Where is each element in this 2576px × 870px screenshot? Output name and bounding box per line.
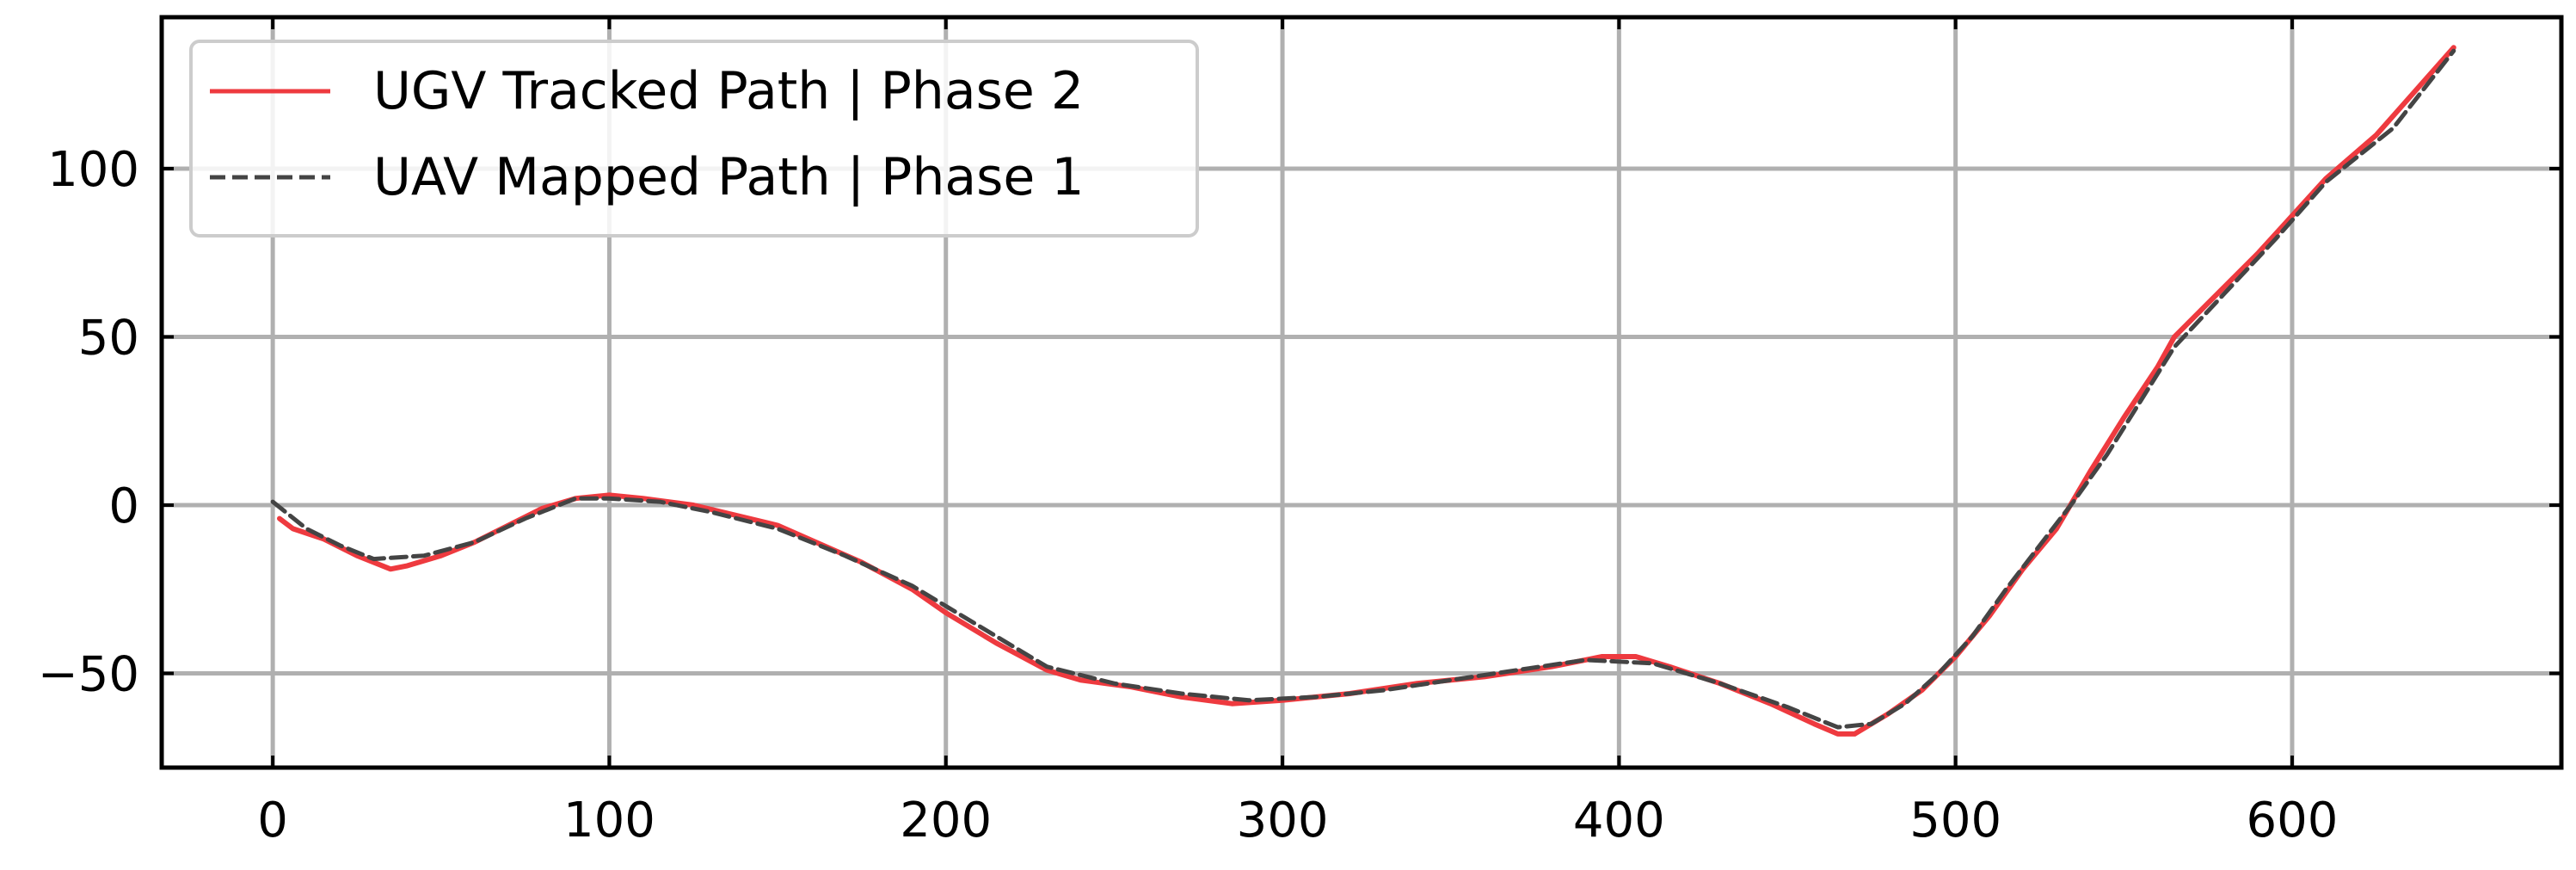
x-tick-label: 100	[563, 793, 655, 848]
legend-box	[189, 40, 1199, 238]
x-tick-label: 200	[900, 793, 992, 848]
series-lines	[270, 45, 2456, 737]
legend-label-ugv: UGV Tracked Path | Phase 2	[373, 61, 1084, 121]
uav-mapped-path-line	[270, 48, 2456, 730]
x-tick-label: 0	[257, 793, 288, 848]
x-tick-label: 400	[1573, 793, 1665, 848]
plot-area-frame	[159, 15, 2564, 770]
legend: UGV Tracked Path | Phase 2 UAV Mapped Pa…	[189, 40, 1199, 238]
axis-ticks: 0 100 200 300 400 500 600 −50 0 50 100	[38, 17, 2561, 848]
x-tick-label: 600	[2247, 793, 2339, 848]
legend-label-uav: UAV Mapped Path | Phase 1	[373, 147, 1085, 207]
x-tick-label: 500	[1909, 793, 2001, 848]
y-tick-label: 100	[47, 142, 139, 198]
y-tick-label: −50	[38, 647, 139, 703]
y-tick-label: 50	[78, 310, 139, 366]
y-tick-label: 0	[108, 478, 139, 534]
x-tick-label: 300	[1237, 793, 1329, 848]
